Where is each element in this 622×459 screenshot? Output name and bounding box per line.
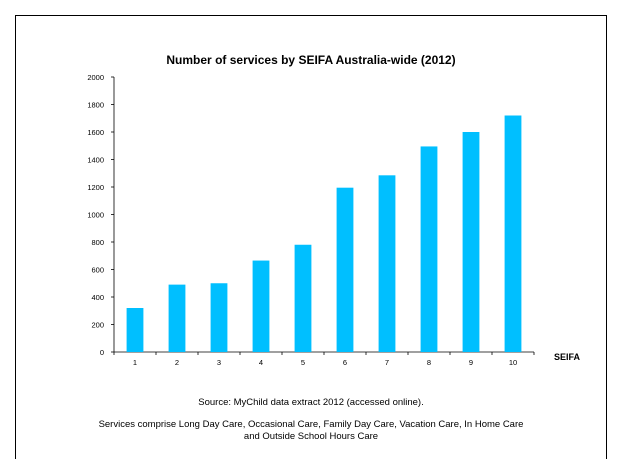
chart-title: Number of services by SEIFA Australia-wi…: [166, 53, 455, 67]
y-tick-label: 600: [91, 266, 104, 275]
x-axis-ticks: 1 2 3 4 5 6 7 8 9 10: [113, 352, 535, 367]
bar-series: [126, 115, 522, 352]
bar-chart: Number of services by SEIFA Australia-wi…: [87, 53, 581, 367]
y-tick-label: 1800: [87, 101, 104, 110]
y-tick-label: 1600: [87, 128, 104, 137]
y-tick-label: 1000: [87, 211, 104, 220]
y-tick-label: 200: [91, 321, 104, 330]
x-tick-label: 9: [469, 358, 473, 367]
y-tick-label: 800: [91, 238, 104, 247]
bar-seifa-2: [168, 284, 186, 352]
x-tick-label: 5: [301, 358, 305, 367]
bar-seifa-4: [252, 260, 270, 352]
x-tick-label: 1: [133, 358, 137, 367]
bar-seifa-6: [336, 187, 354, 352]
x-tick-label: 4: [259, 358, 263, 367]
y-tick-label: 400: [91, 293, 104, 302]
x-tick-label: 6: [343, 358, 347, 367]
x-tick-label: 3: [217, 358, 221, 367]
source-caption: Source: MyChild data extract 2012 (acces…: [198, 397, 424, 408]
bar-seifa-9: [462, 132, 480, 352]
x-tick-label: 8: [427, 358, 431, 367]
services-note: Services comprise Long Day Care, Occasio…: [98, 419, 524, 442]
y-tick-label: 0: [100, 348, 104, 357]
x-tick-label: 2: [175, 358, 179, 367]
bar-seifa-3: [210, 283, 228, 352]
bar-seifa-10: [504, 115, 522, 352]
y-axis-ticks: 0 200 400 600 800 1000 1200 1400 1600 1800 2000: [87, 73, 114, 357]
x-tick-label: 10: [509, 358, 517, 367]
y-tick-label: 1400: [87, 156, 104, 165]
y-tick-label: 2000: [87, 73, 104, 82]
x-axis-title: SEIFA: [554, 352, 581, 362]
x-tick-label: 7: [385, 358, 389, 367]
bar-seifa-7: [378, 175, 396, 352]
bar-seifa-5: [294, 244, 312, 352]
bar-seifa-1: [126, 308, 144, 352]
bar-seifa-8: [420, 146, 438, 352]
y-tick-label: 1200: [87, 183, 104, 192]
